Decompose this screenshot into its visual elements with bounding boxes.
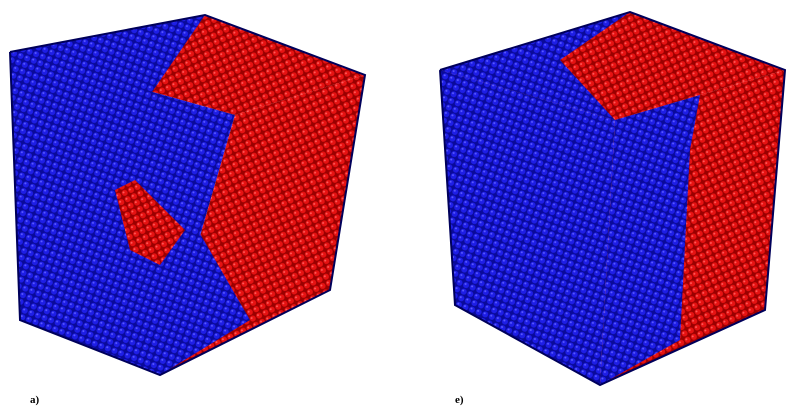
left-face — [440, 70, 615, 385]
cube-a — [10, 15, 365, 375]
page: a) e) (() => { const data = JSON.parse(d… — [0, 0, 795, 409]
panel-label: a) — [30, 394, 40, 406]
cube-e — [440, 12, 785, 385]
figure: a) e) — [0, 0, 795, 409]
panel-label: e) — [455, 394, 464, 406]
